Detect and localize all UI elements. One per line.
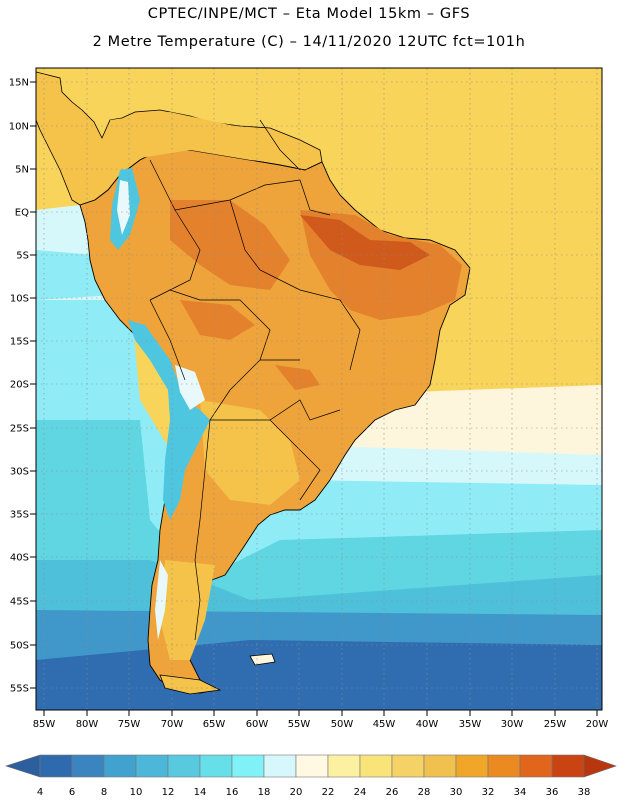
colorbar-swatch [359, 754, 393, 778]
colorbar-swatch [295, 754, 329, 778]
falkland-islands [249, 653, 276, 666]
southern-andes-snow [155, 560, 168, 640]
hottest-zone-pa-ma [300, 215, 430, 270]
title-line-1: CPTEC/INPE/MCT – Eta Model 15km – GFS [147, 6, 471, 22]
colorbar-swatch [455, 754, 489, 778]
lon-label: 50W [331, 719, 354, 730]
lat-label: 40S [10, 553, 29, 564]
warm-zone-patagonia [160, 560, 215, 660]
tierra-del-fuego [159, 674, 222, 695]
lat-label: 5N [15, 165, 29, 176]
lat-label: 35S [10, 510, 29, 521]
lat-label: 10N [9, 122, 29, 133]
country-borders [149, 119, 361, 641]
colorbar-label: 30 [450, 787, 463, 798]
lon-label: 65W [203, 719, 226, 730]
colorbar-swatch [199, 754, 233, 778]
hot-zone-ms [275, 365, 320, 390]
lat-label: EQ [15, 208, 29, 219]
lon-label: 75W [118, 719, 141, 730]
colorbar-swatch [167, 754, 201, 778]
lon-label: 30W [501, 719, 524, 730]
lat-label: 15S [10, 337, 29, 348]
andes-central [128, 320, 210, 520]
colorbar-swatch [39, 754, 73, 778]
colorbar-label: 34 [514, 787, 527, 798]
colorbar-right-arrow [583, 754, 617, 778]
warm-zone-south [200, 400, 300, 505]
lon-label: 55W [288, 719, 311, 730]
lon-label: 45W [373, 719, 396, 730]
temperature-colorbar: 4 6 8 10 12 14 16 18 20 22 24 26 28 30 32 34 36 38 [5, 754, 617, 798]
hot-zone-mato-grosso [180, 300, 255, 340]
lat-label: 45S [10, 597, 29, 608]
colorbar-swatch [551, 754, 585, 778]
colorbar-label: 28 [418, 787, 431, 798]
colorbar-label: 32 [482, 787, 495, 798]
colorbar-label: 6 [69, 787, 75, 798]
colorbar-swatch [487, 754, 521, 778]
colorbar-swatch [71, 754, 105, 778]
hot-zone-amazon [170, 200, 290, 290]
title-line-2: 2 Metre Temperature (C) – 14/11/2020 12U… [92, 34, 526, 50]
map-frame [35, 67, 603, 711]
colorbar-label: 8 [101, 787, 107, 798]
colorbar-label: 22 [322, 787, 335, 798]
colorbar-label: 12 [162, 787, 175, 798]
altiplano-snow [175, 365, 205, 410]
colorbar-label: 14 [194, 787, 207, 798]
map-axes: 15N 10N 5N EQ 5S 10S 15S 20S 25S 30S 35S 40S 45S 50S 5… [9, 78, 609, 731]
colorbar-swatch [423, 754, 457, 778]
lon-label: 35W [459, 719, 482, 730]
lon-label: 70W [161, 719, 184, 730]
lat-label: 5S [16, 251, 29, 262]
lat-label: 10S [10, 294, 29, 305]
lon-label: 20W [586, 719, 609, 730]
colorbar-label: 38 [578, 787, 591, 798]
colorbar-swatch [263, 754, 297, 778]
lon-label: 60W [246, 719, 269, 730]
colorbar-swatch [391, 754, 425, 778]
lon-label: 40W [416, 719, 439, 730]
andes-snow [117, 180, 130, 235]
colorbar-swatch [327, 754, 361, 778]
lat-label: 30S [10, 467, 29, 478]
lon-label: 85W [33, 719, 56, 730]
colorbar-label: 24 [354, 787, 367, 798]
lat-label: 15N [9, 78, 29, 89]
lat-label: 50S [10, 641, 29, 652]
colorbar-label: 4 [37, 787, 43, 798]
lat-label: 20S [10, 380, 29, 391]
lat-lon-grid [36, 68, 602, 710]
lon-label: 80W [76, 719, 99, 730]
colorbar-swatch [519, 754, 553, 778]
colorbar-label: 18 [258, 787, 271, 798]
colorbar-left-arrow [5, 754, 41, 778]
colorbar-label: 16 [226, 787, 239, 798]
lat-label: 25S [10, 424, 29, 435]
lon-label: 25W [544, 719, 567, 730]
colorbar-label: 36 [546, 787, 559, 798]
colorbar-label: 20 [290, 787, 303, 798]
lat-label: 55S [10, 684, 29, 695]
colorbar-swatch [231, 754, 265, 778]
temperature-map [36, 68, 602, 710]
colorbar-swatch [135, 754, 169, 778]
colorbar-swatch [103, 754, 137, 778]
colorbar-label: 10 [130, 787, 143, 798]
colorbar-label: 26 [386, 787, 399, 798]
warm-zone-north-coast [110, 112, 300, 165]
